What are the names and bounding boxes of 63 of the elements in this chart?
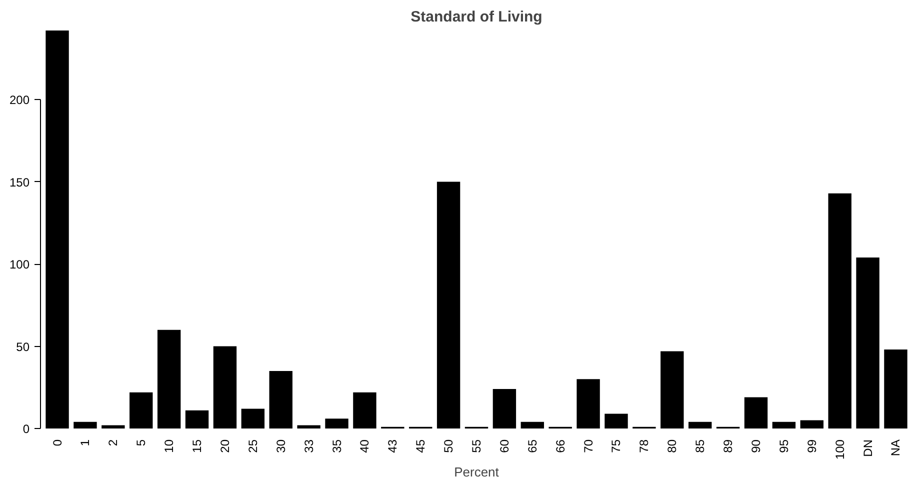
bar xyxy=(604,414,628,428)
x-tick-label: 33 xyxy=(302,439,316,453)
bar xyxy=(74,422,97,428)
bar xyxy=(744,397,768,428)
bar xyxy=(353,392,376,428)
bar xyxy=(297,425,320,428)
x-tick-label: 30 xyxy=(274,439,288,453)
bar xyxy=(660,351,684,428)
x-tick-label: 2 xyxy=(106,439,120,446)
x-tick-label: 70 xyxy=(581,439,596,453)
x-tick-label: 78 xyxy=(637,439,652,453)
bar xyxy=(772,422,796,428)
x-tick-label: 75 xyxy=(609,439,624,453)
bar xyxy=(325,418,348,428)
x-axis-title: Percent xyxy=(454,464,500,480)
y-tick-label: 50 xyxy=(16,340,30,354)
x-tick-label: 45 xyxy=(414,439,428,453)
x-tick-label: 10 xyxy=(162,439,176,453)
x-tick-label: 1 xyxy=(78,439,92,446)
x-tick-label: 100 xyxy=(832,439,847,460)
y-tick-label: 200 xyxy=(9,93,30,108)
bar xyxy=(185,410,209,428)
bar xyxy=(46,30,69,428)
x-tick-label: 20 xyxy=(218,439,232,453)
x-tick-label: 40 xyxy=(358,439,372,453)
x-tick-label: 25 xyxy=(246,439,260,453)
x-tick-label: NA xyxy=(888,440,903,456)
bar xyxy=(213,346,237,428)
x-tick-label: 0 xyxy=(50,439,64,446)
x-tick-label: 43 xyxy=(386,439,400,453)
x-tick-label: 66 xyxy=(553,439,568,453)
bar xyxy=(576,379,600,428)
bar xyxy=(241,408,265,428)
x-tick-label: 55 xyxy=(470,439,484,453)
x-tick-label: 50 xyxy=(442,439,456,453)
x-tick-label: 60 xyxy=(497,439,512,453)
x-tick-label: 95 xyxy=(776,439,791,453)
x-tick-label: DN xyxy=(860,439,875,457)
bar xyxy=(269,370,292,428)
x-tick-label: 35 xyxy=(330,439,344,453)
bar xyxy=(157,330,181,428)
x-tick-label: 80 xyxy=(665,439,680,453)
bar xyxy=(800,420,824,428)
y-tick-label: 150 xyxy=(9,175,30,190)
bar xyxy=(492,389,516,428)
x-tick-label: 85 xyxy=(693,439,708,453)
y-tick-label: 100 xyxy=(9,258,30,272)
x-tick-label: 15 xyxy=(190,439,204,453)
bar xyxy=(102,425,125,428)
bar xyxy=(130,392,153,428)
x-tick-label: 90 xyxy=(748,439,763,453)
bar xyxy=(688,422,712,428)
bar xyxy=(436,182,460,428)
bar xyxy=(856,257,880,428)
y-tick-label: 0 xyxy=(22,422,30,436)
chart-title: Standard of Living xyxy=(410,8,542,26)
x-tick-label: 65 xyxy=(525,439,540,453)
x-tick-label: 5 xyxy=(134,439,148,446)
bar xyxy=(520,422,544,428)
bar xyxy=(884,350,908,428)
x-tick-label: 99 xyxy=(804,439,819,453)
x-tick-label: 89 xyxy=(721,439,736,453)
bar xyxy=(828,193,852,428)
